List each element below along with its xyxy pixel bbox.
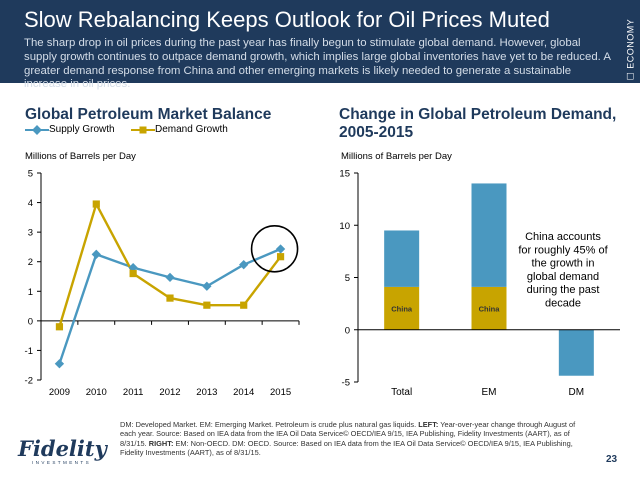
bar-dm-other (558, 329, 594, 376)
left-x-tick-label: 2015 (270, 387, 291, 398)
left-y-tick-label: 2 (28, 257, 33, 268)
legend-demand-swatch (131, 126, 155, 134)
left-x-tick-label: 2009 (49, 387, 70, 398)
fidelity-logo: Fidelity INVESTMENTS (18, 436, 113, 466)
left-x-tick-label: 2014 (233, 387, 254, 398)
demand-point (240, 301, 248, 309)
right-y-tick-label: -5 (342, 378, 350, 389)
right-y-tick-label: 10 (339, 221, 350, 232)
footnote-part1: DM: Developed Market. EM: Emerging Marke… (120, 420, 417, 429)
supply-point (275, 244, 286, 254)
right-chart-title: Change in Global Petroleum Demand, 2005-… (339, 106, 617, 141)
footnote-right-label: RIGHT: (148, 438, 174, 448)
right-annotation: China accounts for roughly 45% of the grow… (518, 231, 608, 310)
supply-point (202, 281, 212, 291)
supply-point (165, 272, 175, 283)
right-y-tick-label: 0 (345, 325, 350, 336)
supply-point (239, 260, 249, 270)
bar-total-china (384, 286, 420, 330)
legend-supply-swatch (25, 125, 49, 135)
logo-subtext: INVESTMENTS (32, 460, 92, 465)
slide-subtitle: The sharp drop in oil prices during the … (24, 37, 611, 91)
footnote-part2: Year-over-year change through August of … (120, 420, 576, 448)
left-x-tick-label: 2012 (159, 387, 180, 398)
left-x-tick-label: 2010 (86, 387, 107, 398)
left-y-tick-label: 5 (28, 169, 33, 180)
right-x-tick-label: EM (482, 387, 497, 398)
demand-point (129, 269, 137, 278)
right-x-tick-label: Total (391, 387, 412, 398)
right-y-tick-label: 5 (345, 273, 350, 284)
left-y-tick-label: 1 (28, 287, 33, 298)
page-number: 23 (606, 454, 618, 465)
left-chart-title: Global Petroleum Market Balance (25, 106, 272, 123)
left-chart-ylabel: Millions of Barrels per Day (25, 151, 136, 162)
right-chart-ylabel: Millions of Barrels per Day (341, 151, 452, 162)
demand-point (203, 301, 211, 309)
demand-point (276, 253, 285, 261)
supply-point (54, 359, 65, 369)
bar-label-china: China (479, 304, 501, 313)
legend-demand-label: Demand Growth (155, 124, 228, 135)
slide-header (0, 0, 640, 83)
logo-wordmark: Fidelity (18, 436, 107, 461)
bar-total-other (384, 230, 420, 287)
footnote-part3: EM: Non-OECD. DM: OECD. Source: Based on… (120, 438, 573, 457)
left-x-tick-label: 2011 (123, 387, 143, 398)
left-y-tick-label: -2 (25, 376, 33, 387)
right-y-tick-label: 15 (339, 169, 350, 180)
demand-point (55, 323, 64, 331)
bar-em-other (471, 183, 507, 287)
left-x-tick-label: 2013 (196, 387, 217, 398)
right-x-tick-label: DM (569, 387, 585, 398)
left-y-tick-label: 0 (28, 316, 33, 327)
demand-point (92, 200, 100, 208)
demand-point (166, 294, 174, 302)
footnote: DM: Developed Market. EM: Emerging Marke… (120, 420, 590, 457)
bar-em-china (471, 286, 507, 330)
left-y-tick-label: 3 (28, 228, 33, 239)
footnote-left-label: LEFT: (418, 420, 439, 429)
highlight-circle (250, 225, 299, 273)
slide-title: Slow Rebalancing Keeps Outlook for Oil P… (24, 7, 550, 32)
bar-label-china: China (391, 304, 413, 313)
left-y-tick-label: -1 (25, 346, 33, 357)
legend-supply-label: Supply Growth (49, 124, 115, 135)
left-y-tick-label: 4 (28, 198, 33, 209)
supply-point (91, 249, 101, 259)
